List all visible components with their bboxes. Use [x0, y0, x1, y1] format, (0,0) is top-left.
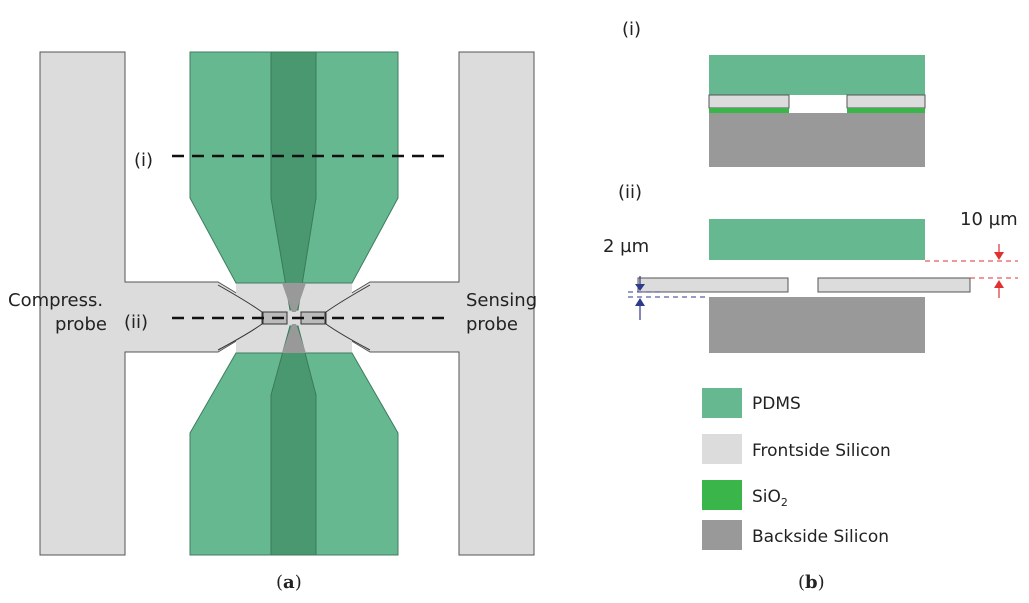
- section-ii-pdms: [709, 219, 925, 260]
- legend: PDMS Frontside Silicon SiO2 Backside Sil…: [702, 388, 891, 550]
- panel-a-caption: (a): [276, 572, 302, 593]
- legend-swatch-pdms: [702, 388, 742, 418]
- compress-probe-label-line1: Compress.: [8, 290, 103, 311]
- right-probe-tip: [325, 284, 371, 351]
- gap-small-label: 2 µm: [603, 236, 649, 257]
- section-ii-frontside-right: [817, 277, 971, 293]
- red-arrow-down-head: [994, 252, 1004, 260]
- red-arrow-up-head: [994, 280, 1004, 288]
- compress-probe-label-line2: probe: [55, 314, 107, 335]
- pdms-strip-top: [270, 51, 317, 311]
- legend-label-pdms: PDMS: [752, 394, 801, 414]
- panel-b-caption: (b): [798, 572, 825, 593]
- blue-arrow-down-head: [635, 284, 645, 291]
- section-i-sio2-left: [709, 108, 789, 113]
- section-i-backside: [709, 113, 925, 167]
- section-i-frontside-left: [708, 94, 790, 109]
- section-ii-frontside-left: [637, 277, 789, 293]
- panel-a-section-i-label: (i): [134, 150, 153, 171]
- blue-arrow-up-head: [635, 298, 645, 306]
- section-ii-backside: [709, 297, 925, 353]
- pdms-strip-bottom: [270, 325, 317, 556]
- legend-swatch-frontside-silicon: [702, 434, 742, 464]
- legend-label-backside-silicon: Backside Silicon: [752, 527, 889, 547]
- sensing-probe-label-line2: probe: [466, 314, 518, 335]
- gap-large-label: 10 µm: [960, 209, 1018, 230]
- center-tip-top: [282, 283, 306, 312]
- legend-swatch-backside-silicon: [702, 520, 742, 550]
- panel-b-section-i-label: (i): [622, 19, 641, 40]
- panel-a-section-ii-label: (ii): [124, 312, 148, 333]
- legend-label-frontside-silicon: Frontside Silicon: [752, 441, 891, 461]
- section-i-pdms: [709, 55, 925, 95]
- legend-label-sio2: SiO2: [752, 487, 788, 509]
- panel-b-diagram: (i) (ii) 10 µm 2 µm PDMS: [603, 19, 1018, 593]
- legend-swatch-sio2: [702, 480, 742, 510]
- panel-b-section-ii-label: (ii): [618, 182, 642, 203]
- sensing-probe-label-line1: Sensing: [466, 290, 537, 311]
- panel-a-diagram: (i) (ii) Compress. probe Sensing probe (…: [8, 51, 537, 593]
- section-i-sio2-right: [847, 108, 925, 113]
- center-tip-bottom: [282, 324, 306, 353]
- section-i-frontside-right: [846, 94, 926, 109]
